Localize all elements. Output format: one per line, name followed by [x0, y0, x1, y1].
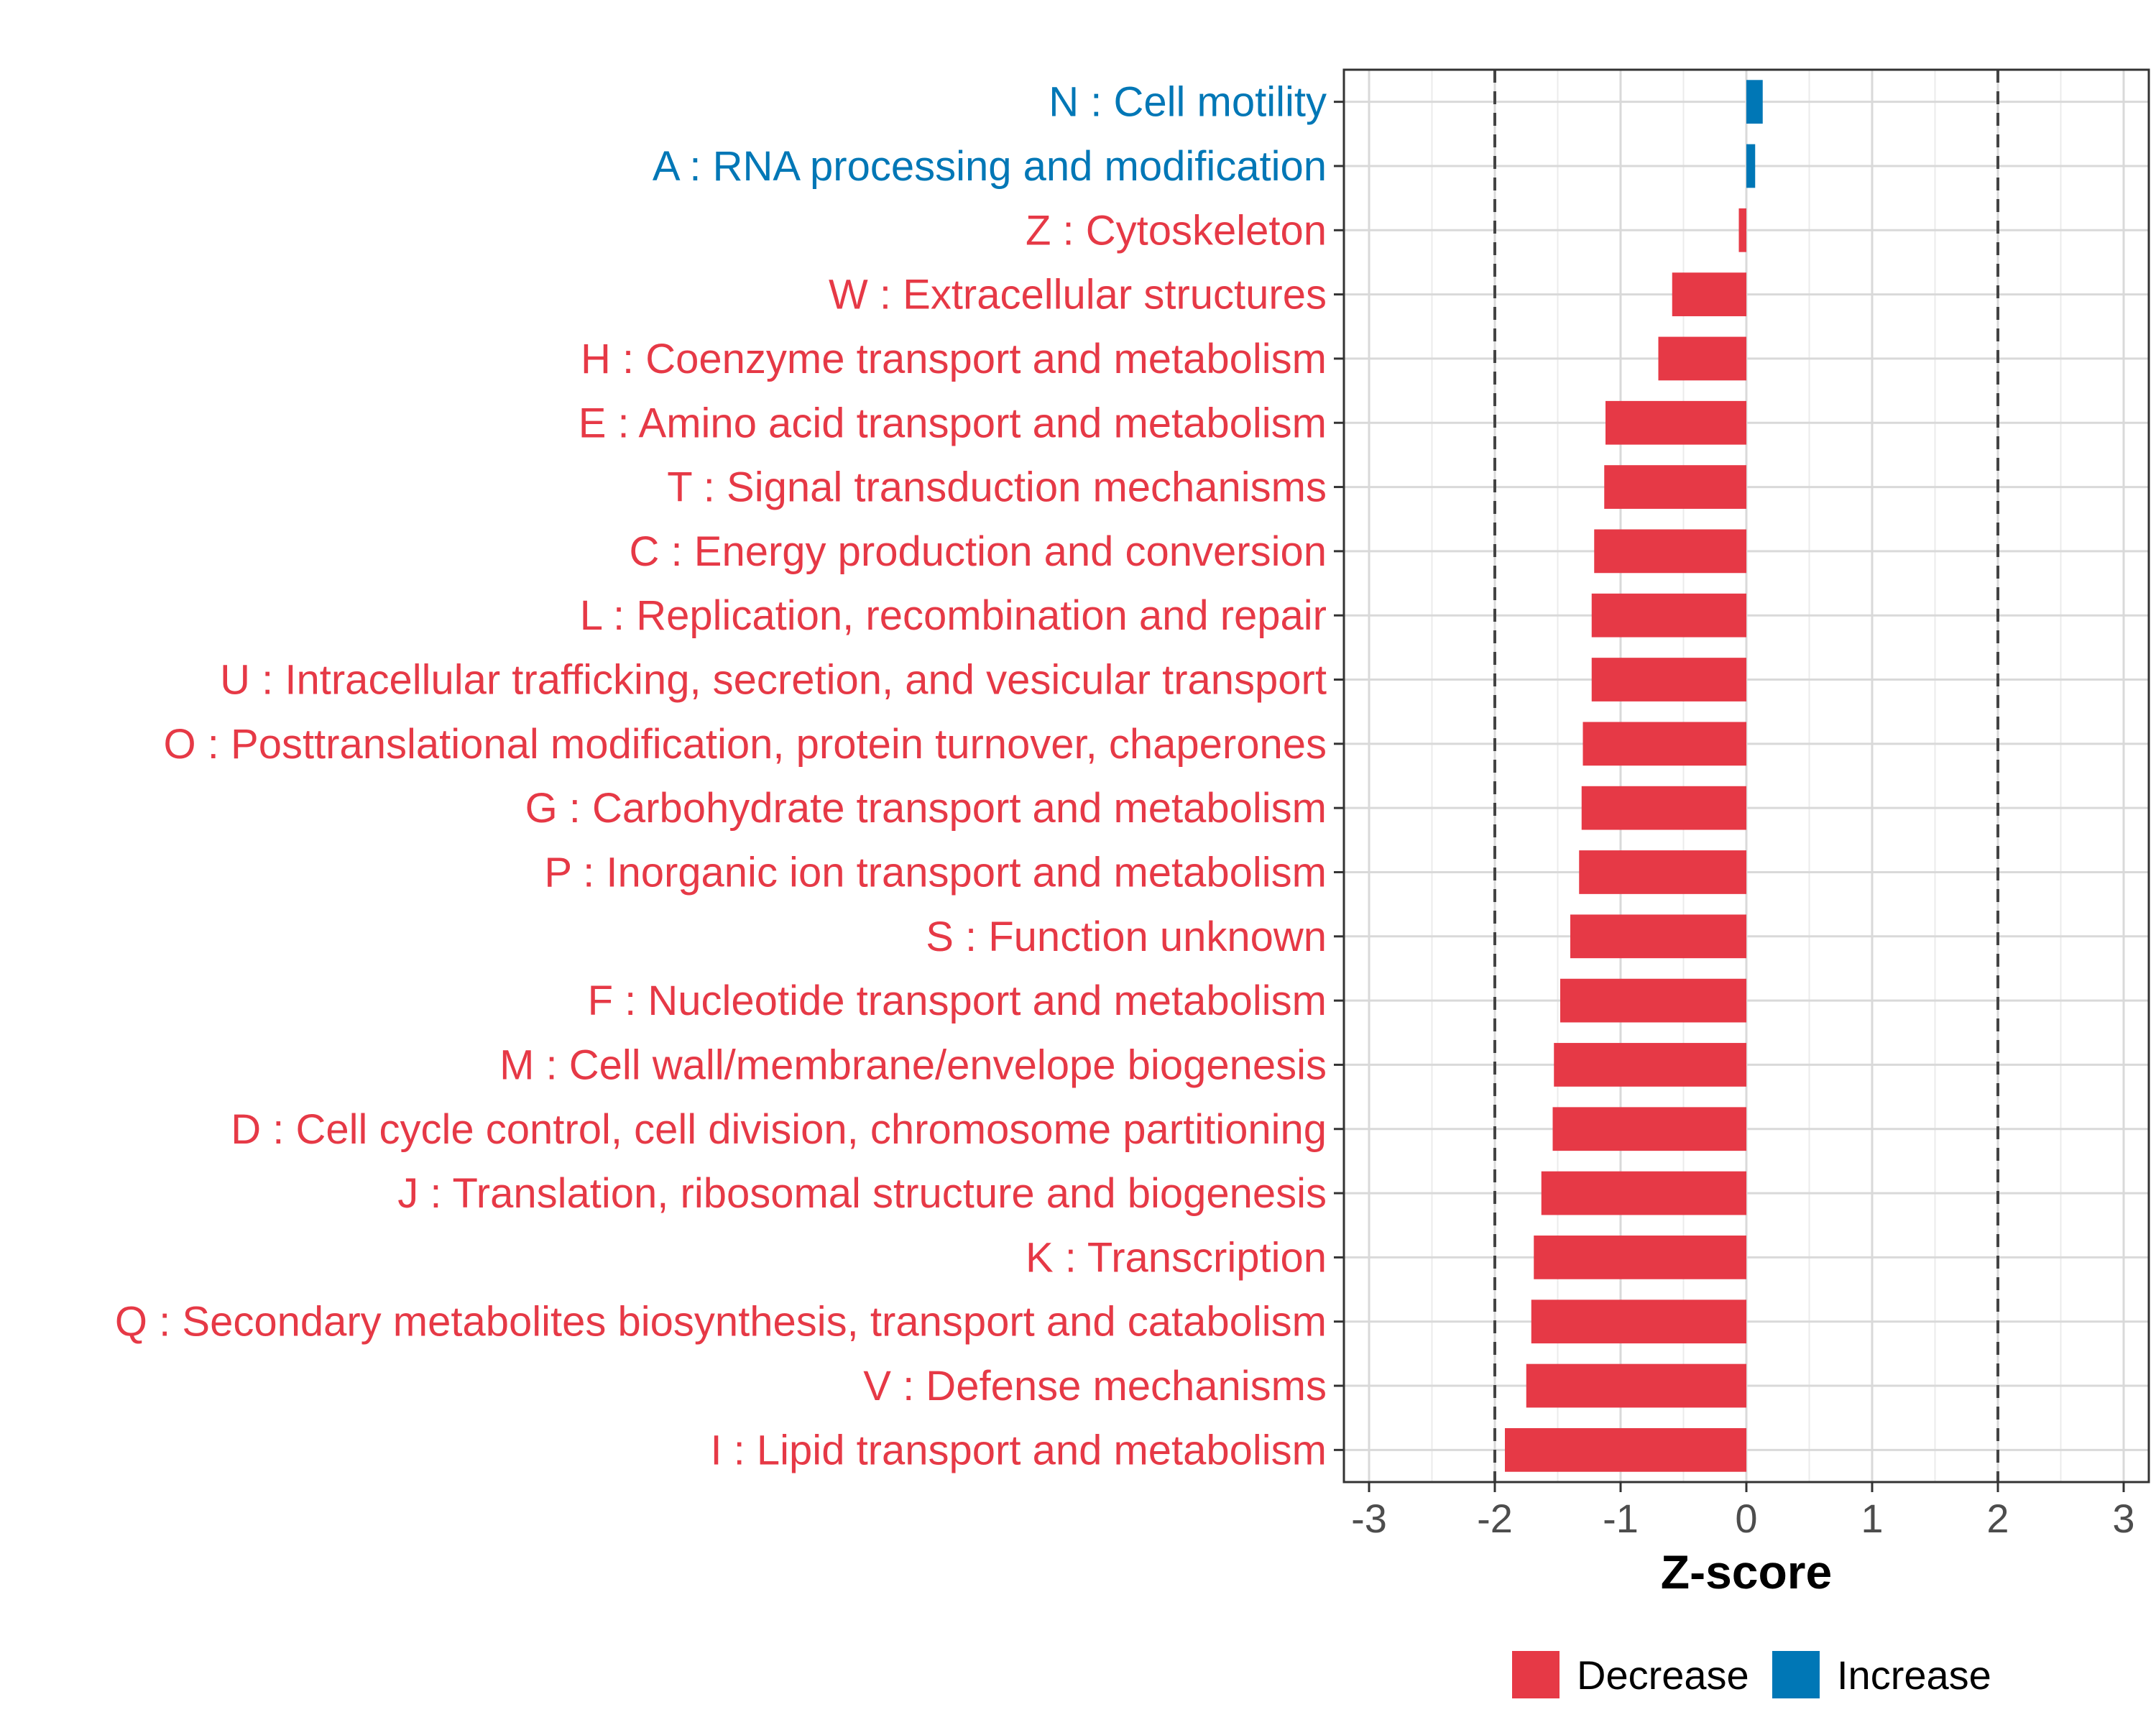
legend-swatch-increase: [1772, 1651, 1820, 1698]
category-label-g-carbohydrate-transport-and-metabolism: G : Carbohydrate transport and metabolis…: [525, 785, 1327, 832]
category-label-d-cell-cycle-control-cell-division-chromosome-partitioning: D : Cell cycle control, cell division, c…: [231, 1106, 1327, 1153]
bar-u-intracellular-trafficking-secretion-and-vesicular-transport: [1591, 658, 1746, 702]
bar-q-secondary-metabolites-biosynthesis-transport-and-catabolism: [1531, 1300, 1746, 1344]
category-label-a-rna-processing-and-modification: A : RNA processing and modification: [653, 143, 1327, 190]
category-label-v-defense-mechanisms: V : Defense mechanisms: [863, 1363, 1327, 1409]
x-tick-label: -3: [1351, 1496, 1387, 1541]
bar-o-posttranslational-modification-protein-turnover-chaperones: [1583, 722, 1746, 766]
bar-g-carbohydrate-transport-and-metabolism: [1581, 786, 1746, 830]
legend-label-increase: Increase: [1837, 1652, 1991, 1698]
category-label-i-lipid-transport-and-metabolism: I : Lipid transport and metabolism: [710, 1427, 1327, 1473]
x-tick-label: -1: [1603, 1496, 1639, 1541]
category-label-c-energy-production-and-conversion: C : Energy production and conversion: [630, 528, 1327, 575]
legend-swatch-decrease: [1512, 1651, 1560, 1698]
bar-s-function-unknown: [1570, 914, 1746, 959]
category-label-u-intracellular-trafficking-secretion-and-vesicular-transport: U : Intracellular trafficking, secretion…: [220, 657, 1327, 704]
legend: Decrease Increase: [1512, 1651, 1991, 1698]
category-label-w-extracellular-structures: W : Extracellular structures: [829, 272, 1327, 318]
bar-z-cytoskeleton: [1738, 208, 1746, 252]
legend-label-decrease: Decrease: [1577, 1652, 1749, 1698]
bar-a-rna-processing-and-modification: [1746, 144, 1756, 188]
bar-m-cell-wall-membrane-envelope-biogenesis: [1554, 1043, 1746, 1087]
category-label-h-coenzyme-transport-and-metabolism: H : Coenzyme transport and metabolism: [581, 336, 1327, 382]
x-tick-label: 0: [1735, 1496, 1757, 1541]
bar-w-extracellular-structures: [1672, 272, 1746, 316]
bar-k-transcription: [1534, 1236, 1746, 1279]
category-label-t-signal-transduction-mechanisms: T : Signal transduction mechanisms: [667, 464, 1327, 511]
x-axis-ticks: -3 -2 -1 0 1 2 3: [1351, 1482, 2135, 1541]
category-label-o-posttranslational-modification-protein-turnover-chaperones: O : Posttranslational modification, prot…: [164, 721, 1327, 768]
category-labels: N : Cell motility A : RNA processing and …: [115, 79, 1327, 1474]
bar-j-translation-ribosomal-structure-and-biogenesis: [1541, 1171, 1746, 1215]
bar-h-coenzyme-transport-and-metabolism: [1658, 336, 1746, 381]
x-axis-title: Z-score: [1661, 1545, 1832, 1598]
category-label-e-amino-acid-transport-and-metabolism: E : Amino acid transport and metabolism: [579, 400, 1327, 446]
bars: [1505, 80, 1763, 1472]
category-label-p-inorganic-ion-transport-and-metabolism: P : Inorganic ion transport and metaboli…: [544, 849, 1327, 896]
bar-v-defense-mechanisms: [1526, 1363, 1746, 1408]
bar-f-nucleotide-transport-and-metabolism: [1560, 978, 1746, 1023]
category-label-q-secondary-metabolites-biosynthesis-transport-and-catabolism: Q : Secondary metabolites biosynthesis, …: [115, 1299, 1327, 1346]
x-tick-label: 1: [1861, 1496, 1883, 1541]
x-tick-label: 3: [2112, 1496, 2134, 1541]
bar-t-signal-transduction-mechanisms: [1604, 465, 1746, 509]
bar-e-amino-acid-transport-and-metabolism: [1606, 400, 1746, 445]
category-label-z-cytoskeleton: Z : Cytoskeleton: [1026, 207, 1327, 254]
category-label-m-cell-wall-membrane-envelope-biogenesis: M : Cell wall/membrane/envelope biogenes…: [499, 1041, 1327, 1088]
category-label-l-replication-recombination-and-repair: L : Replication, recombination and repai…: [580, 592, 1327, 639]
bar-n-cell-motility: [1746, 80, 1763, 124]
category-label-s-function-unknown: S : Function unknown: [926, 914, 1327, 960]
x-tick-label: -2: [1477, 1496, 1513, 1541]
category-label-k-transcription: K : Transcription: [1026, 1234, 1327, 1281]
category-label-n-cell-motility: N : Cell motility: [1049, 79, 1327, 126]
bar-d-cell-cycle-control-cell-division-chromosome-partitioning: [1552, 1107, 1746, 1151]
bar-l-replication-recombination-and-repair: [1591, 593, 1746, 638]
bar-i-lipid-transport-and-metabolism: [1505, 1427, 1746, 1472]
bar-p-inorganic-ion-transport-and-metabolism: [1579, 850, 1746, 894]
bar-c-energy-production-and-conversion: [1594, 529, 1746, 574]
y-axis-ticks: [1334, 101, 1344, 1451]
reference-lines: [1493, 70, 1999, 1482]
category-label-f-nucleotide-transport-and-metabolism: F : Nucleotide transport and metabolism: [588, 978, 1327, 1024]
category-label-j-translation-ribosomal-structure-and-biogenesis: J : Translation, ribosomal structure and…: [397, 1170, 1327, 1217]
x-tick-label: 2: [1986, 1496, 2009, 1541]
